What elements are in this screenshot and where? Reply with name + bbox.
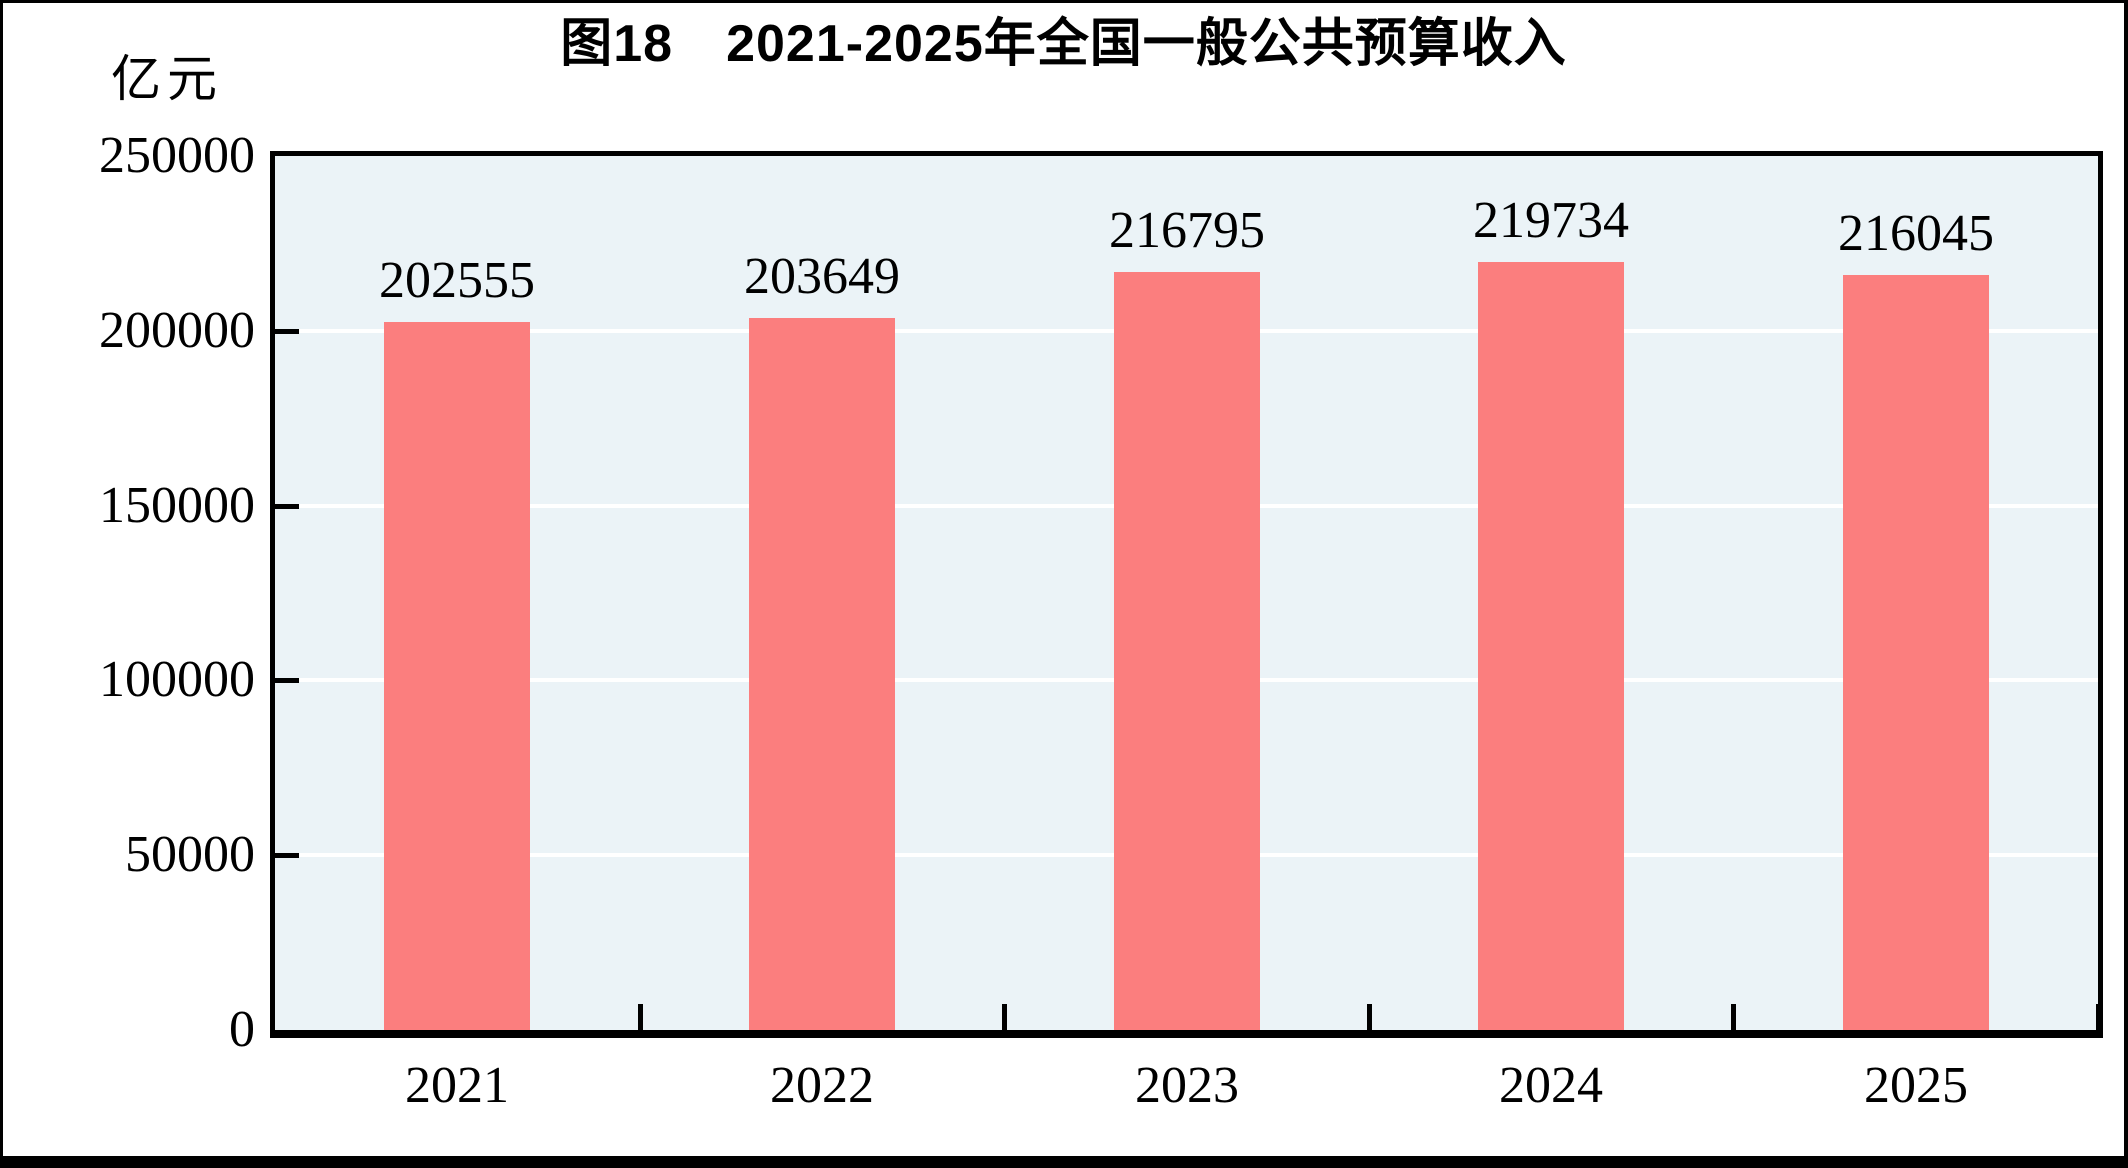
y-tick-label-250000: 250000 bbox=[99, 127, 255, 184]
bar-value-label-2023: 216795 bbox=[1109, 202, 1265, 259]
x-tick-label-2023: 2023 bbox=[1135, 1057, 1239, 1114]
bar-2025 bbox=[1843, 275, 1989, 1030]
y-axis-unit-label: 亿元 bbox=[111, 51, 223, 107]
bar-2021 bbox=[384, 322, 530, 1030]
bar-value-label-2022: 203649 bbox=[744, 248, 900, 305]
y-tick-label-0: 0 bbox=[229, 1001, 255, 1058]
y-tick-label-100000: 100000 bbox=[99, 651, 255, 708]
chart-title: 图18 2021-2025年全国一般公共预算收入 bbox=[560, 15, 1567, 73]
bar-2023 bbox=[1114, 272, 1260, 1030]
x-tick-mark-2 bbox=[1002, 1004, 1007, 1030]
y-tick-mark-150000 bbox=[275, 503, 299, 509]
bar-value-label-2024: 219734 bbox=[1473, 192, 1629, 249]
x-tick-label-2024: 2024 bbox=[1499, 1057, 1603, 1114]
x-tick-label-2025: 2025 bbox=[1864, 1057, 1968, 1114]
bar-2022 bbox=[749, 318, 895, 1030]
y-tick-label-50000: 50000 bbox=[125, 826, 255, 883]
y-tick-mark-200000 bbox=[275, 328, 299, 334]
y-tick-mark-100000 bbox=[275, 678, 299, 684]
x-tick-mark-4 bbox=[1731, 1004, 1736, 1030]
plot-area bbox=[270, 151, 2103, 1038]
y-tick-mark-50000 bbox=[275, 853, 299, 859]
bar-value-label-2021: 202555 bbox=[379, 252, 535, 309]
y-tick-label-200000: 200000 bbox=[99, 302, 255, 359]
x-tick-label-2022: 2022 bbox=[770, 1057, 874, 1114]
x-tick-mark-5 bbox=[2096, 1004, 2101, 1030]
bar-value-label-2025: 216045 bbox=[1838, 205, 1994, 262]
y-tick-label-150000: 150000 bbox=[99, 477, 255, 534]
x-tick-label-2021: 2021 bbox=[405, 1057, 509, 1114]
bar-2024 bbox=[1478, 262, 1624, 1030]
x-tick-mark-3 bbox=[1367, 1004, 1372, 1030]
x-tick-mark-1 bbox=[638, 1004, 643, 1030]
